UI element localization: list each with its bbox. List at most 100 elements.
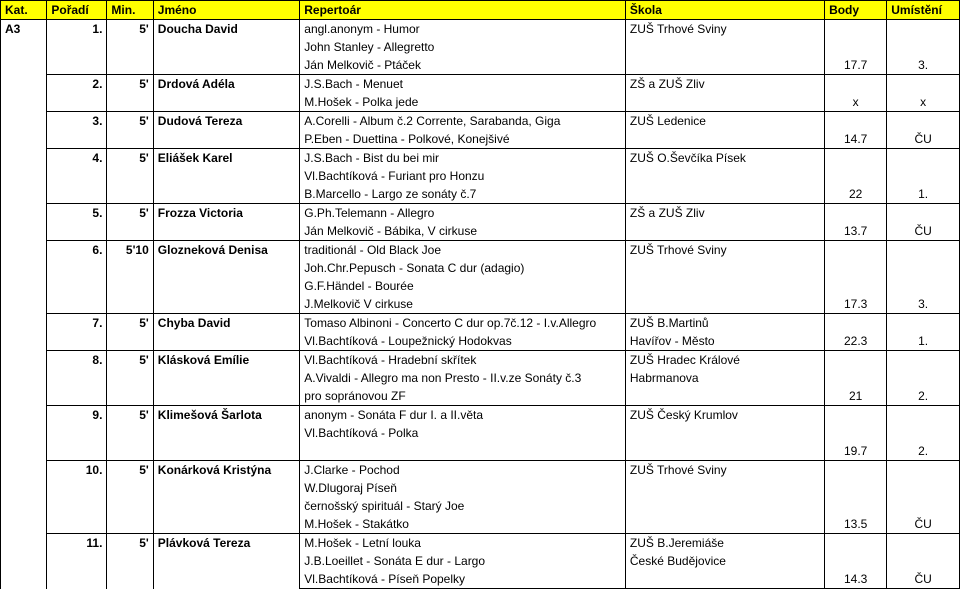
cell-body: 19.7 [825,442,887,461]
cell-jmeno: Frozza Victoria [153,204,299,223]
cell-body [825,351,887,370]
cell-jmeno [153,93,299,112]
cell-min [107,424,153,442]
cell-min: 5' [107,20,153,39]
cell-umisteni [887,424,960,442]
cell-poradi [47,222,107,241]
cell-poradi: 11. [47,534,107,553]
cell-skola: ZUŠ Trhové Sviny [625,241,824,260]
cell-repertoar: J.S.Bach - Bist du bei mir [300,149,626,168]
cell-jmeno [153,369,299,387]
table-row: J.Melkovič V cirkuse17.33. [1,295,960,314]
cell-min [107,497,153,515]
cell-jmeno: Klimešová Šarlota [153,406,299,425]
cell-poradi [47,130,107,149]
cell-min [107,130,153,149]
cell-skola [625,56,824,75]
cell-body [825,479,887,497]
cell-repertoar: J.Melkovič V cirkuse [300,295,626,314]
cell-min: 5'10 [107,241,153,260]
cell-umisteni [887,534,960,553]
cell-kat [1,369,47,387]
cell-jmeno: Drdová Adéla [153,75,299,94]
cell-repertoar: B.Marcello - Largo ze sonáty č.7 [300,185,626,204]
cell-skola [625,295,824,314]
cell-poradi [47,259,107,277]
cell-umisteni [887,38,960,56]
cell-min: 5' [107,461,153,480]
cell-repertoar: A.Corelli - Album č.2 Corrente, Saraband… [300,112,626,131]
cell-body [825,277,887,295]
cell-kat [1,277,47,295]
cell-repertoar: Vl.Bachtíková - Hradební skřítek [300,351,626,370]
cell-jmeno: Glozneková Denisa [153,241,299,260]
cell-repertoar: Joh.Chr.Pepusch - Sonata C dur (adagio) [300,259,626,277]
cell-skola: ZUŠ B.Martinů [625,314,824,333]
header-repertoar: Repertoár [300,1,626,20]
table-row: G.F.Händel - Bourée [1,277,960,295]
cell-min: 5' [107,534,153,553]
table-row: 5.5'Frozza VictoriaG.Ph.Telemann - Alleg… [1,204,960,223]
cell-kat [1,295,47,314]
table-row: Ján Melkovič - Ptáček17.73. [1,56,960,75]
cell-repertoar [300,442,626,461]
cell-kat [1,387,47,406]
cell-skola: ZUŠ Ledenice [625,112,824,131]
cell-umisteni [887,406,960,425]
cell-min: 5' [107,314,153,333]
cell-repertoar: Ján Melkovič - Ptáček [300,56,626,75]
table-row: 19.72. [1,442,960,461]
cell-umisteni [887,75,960,94]
cell-umisteni [887,479,960,497]
cell-skola [625,515,824,534]
cell-skola: ZŠ a ZUŠ Zliv [625,75,824,94]
cell-skola [625,497,824,515]
cell-poradi: 10. [47,461,107,480]
cell-body: x [825,93,887,112]
cell-min: 5' [107,406,153,425]
cell-umisteni [887,241,960,260]
cell-body [825,314,887,333]
cell-kat [1,149,47,168]
cell-jmeno: Plávková Tereza [153,534,299,553]
cell-min [107,259,153,277]
cell-poradi: 5. [47,204,107,223]
cell-kat [1,442,47,461]
table-row: P.Eben - Duettina - Polkové, Konejšivé14… [1,130,960,149]
cell-repertoar: Ján Melkovič - Bábika, V cirkuse [300,222,626,241]
table-row: pro sopránovou ZF212. [1,387,960,406]
cell-body [825,204,887,223]
cell-kat [1,515,47,534]
cell-umisteni: ČU [887,515,960,534]
cell-kat: A3 [1,20,47,39]
table-row: 4.5'Eliášek KarelJ.S.Bach - Bist du bei … [1,149,960,168]
table-row: Vl.Bachtíková - Píseň Popelky14.3ČU [1,570,960,589]
cell-kat [1,534,47,553]
cell-umisteni [887,497,960,515]
table-row: 6.5'10Glozneková Denisatraditionál - Old… [1,241,960,260]
cell-kat [1,56,47,75]
cell-min [107,369,153,387]
cell-kat [1,167,47,185]
header-kat: Kat. [1,1,47,20]
cell-poradi [47,167,107,185]
cell-min [107,387,153,406]
cell-repertoar: M.Hošek - Letní louka [300,534,626,553]
table-row: J.B.Loeillet - Sonáta E dur - LargoČeské… [1,552,960,570]
cell-repertoar: John Stanley - Allegretto [300,38,626,56]
table-row: 11.5'Plávková TerezaM.Hošek - Letní louk… [1,534,960,553]
cell-umisteni [887,259,960,277]
cell-repertoar: M.Hošek - Polka jede [300,93,626,112]
cell-body [825,552,887,570]
cell-body [825,406,887,425]
cell-body [825,461,887,480]
cell-umisteni [887,20,960,39]
header-skola: Škola [625,1,824,20]
cell-skola [625,277,824,295]
cell-min: 5' [107,351,153,370]
table-row: 7.5'Chyba DavidTomaso Albinoni - Concert… [1,314,960,333]
cell-body: 22 [825,185,887,204]
cell-skola [625,259,824,277]
table-row: A.Vivaldi - Allegro ma non Presto - II.v… [1,369,960,387]
table-row: M.Hošek - Stakátko13.5ČU [1,515,960,534]
